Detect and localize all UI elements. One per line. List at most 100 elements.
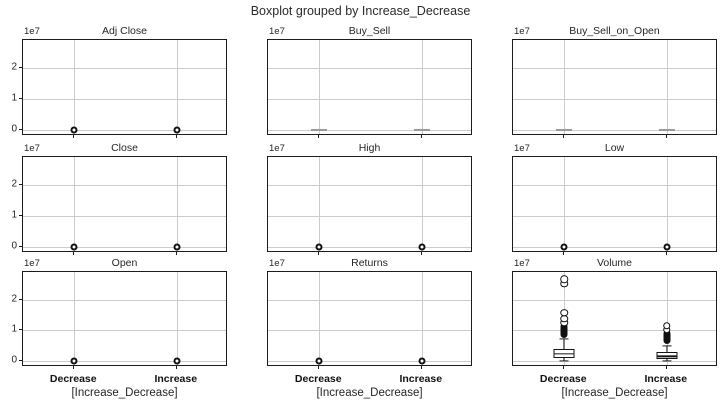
gridline-h: [23, 129, 226, 131]
gridline-h: [513, 129, 716, 131]
gridline-v: [319, 272, 321, 365]
gridline-h: [23, 215, 226, 217]
gridline-h: [513, 215, 716, 217]
y-offset-text: 1e7: [269, 26, 285, 37]
gridline-v: [74, 157, 76, 251]
ytick-mark: [19, 66, 22, 68]
gridline-h: [268, 129, 471, 131]
gridline-h: [23, 246, 226, 248]
xtick-mark: [420, 252, 422, 255]
category-label-decrease: Decrease: [49, 373, 97, 385]
axes-open: [22, 271, 227, 366]
gridline-h: [268, 98, 471, 100]
gridline-h: [23, 184, 226, 186]
xtick-mark: [563, 135, 565, 138]
flier-marker: [663, 322, 671, 330]
gridline-h: [513, 246, 716, 248]
gridline-v: [319, 40, 321, 134]
y-offset-text: 1e7: [24, 258, 40, 269]
group-xlabel: [Increase_Decrease]: [561, 387, 668, 399]
gridline-v: [666, 157, 668, 251]
gridline-h: [513, 67, 716, 69]
subplot-title-returns: Returns: [351, 257, 388, 269]
axes-volume: [512, 271, 717, 366]
gridline-v: [176, 40, 178, 134]
collapsed-box-mark: [658, 128, 675, 131]
gridline-h: [268, 215, 471, 217]
flier-marker: [663, 243, 671, 251]
flier-marker: [418, 243, 426, 251]
gridline-v: [319, 157, 321, 251]
y-offset-text: 1e7: [514, 143, 530, 154]
subplot-title-open: Open: [111, 257, 138, 269]
xtick-mark: [665, 366, 667, 369]
flier-marker: [560, 243, 568, 251]
y-offset-text: 1e7: [514, 26, 530, 37]
flier-marker: [315, 357, 323, 365]
y-offset-text: 1e7: [269, 258, 285, 269]
gridline-h: [268, 67, 471, 69]
whisker-cap: [662, 360, 672, 362]
ytick-mark: [19, 245, 22, 247]
subplot-title-buy-sell-on-open: Buy_Sell_on_Open: [569, 25, 660, 37]
axes-adj-close: [22, 39, 227, 135]
whisker-cap: [559, 360, 569, 362]
gridline-h: [513, 98, 716, 100]
y-offset-text: 1e7: [269, 143, 285, 154]
ytick-label-0: 0: [11, 123, 17, 135]
y-offset-text: 1e7: [24, 143, 40, 154]
flier-marker: [173, 243, 181, 251]
category-label-increase: Increase: [399, 373, 443, 385]
gridline-v: [74, 272, 76, 365]
xtick-mark: [563, 366, 565, 369]
flier-marker: [173, 357, 181, 365]
whisker-lower: [666, 359, 668, 361]
xtick-mark: [665, 135, 667, 138]
y-offset-text: 1e7: [24, 26, 40, 37]
axes-high: [267, 156, 472, 252]
xtick-mark: [175, 135, 177, 138]
subplot-title-close: Close: [111, 142, 138, 154]
ytick-mark: [19, 329, 22, 331]
subplot-title-buy-sell: Buy_Sell: [348, 25, 391, 37]
gridline-h: [268, 246, 471, 248]
xtick-mark: [73, 252, 75, 255]
gridline-h: [513, 330, 716, 332]
xtick-mark: [318, 135, 320, 138]
median-line: [656, 355, 678, 357]
ytick-label-0: 0: [11, 240, 17, 252]
ytick-mark: [19, 298, 22, 300]
gridline-v: [421, 157, 423, 251]
gridline-h: [268, 330, 471, 332]
ytick-mark: [19, 214, 22, 216]
xtick-mark: [420, 135, 422, 138]
ytick-label-2: 2: [11, 293, 17, 305]
gridline-h: [23, 330, 226, 332]
flier-marker: [70, 357, 78, 365]
ytick-label-1: 1: [11, 323, 17, 335]
collapsed-box-mark: [311, 128, 328, 131]
ytick-label-0: 0: [11, 354, 17, 366]
group-xlabel: [Increase_Decrease]: [316, 387, 423, 399]
gridline-v: [666, 272, 668, 365]
xtick-mark: [73, 135, 75, 138]
category-label-decrease: Decrease: [539, 373, 587, 385]
flier-marker: [418, 357, 426, 365]
gridline-h: [268, 184, 471, 186]
subplot-title-low: Low: [604, 142, 625, 154]
category-label-increase: Increase: [644, 373, 688, 385]
axes-returns: [267, 271, 472, 366]
axes-buy-sell-on-open: [512, 39, 717, 135]
xtick-mark: [563, 252, 565, 255]
xtick-mark: [318, 252, 320, 255]
flier-marker: [560, 309, 568, 317]
ytick-label-1: 1: [11, 92, 17, 104]
collapsed-box-mark: [556, 128, 573, 131]
gridline-v: [666, 40, 668, 134]
flier-marker: [560, 275, 568, 283]
ytick-mark: [19, 359, 22, 361]
xtick-mark: [175, 366, 177, 369]
gridline-v: [176, 157, 178, 251]
flier-marker: [70, 126, 78, 134]
gridline-h: [23, 98, 226, 100]
